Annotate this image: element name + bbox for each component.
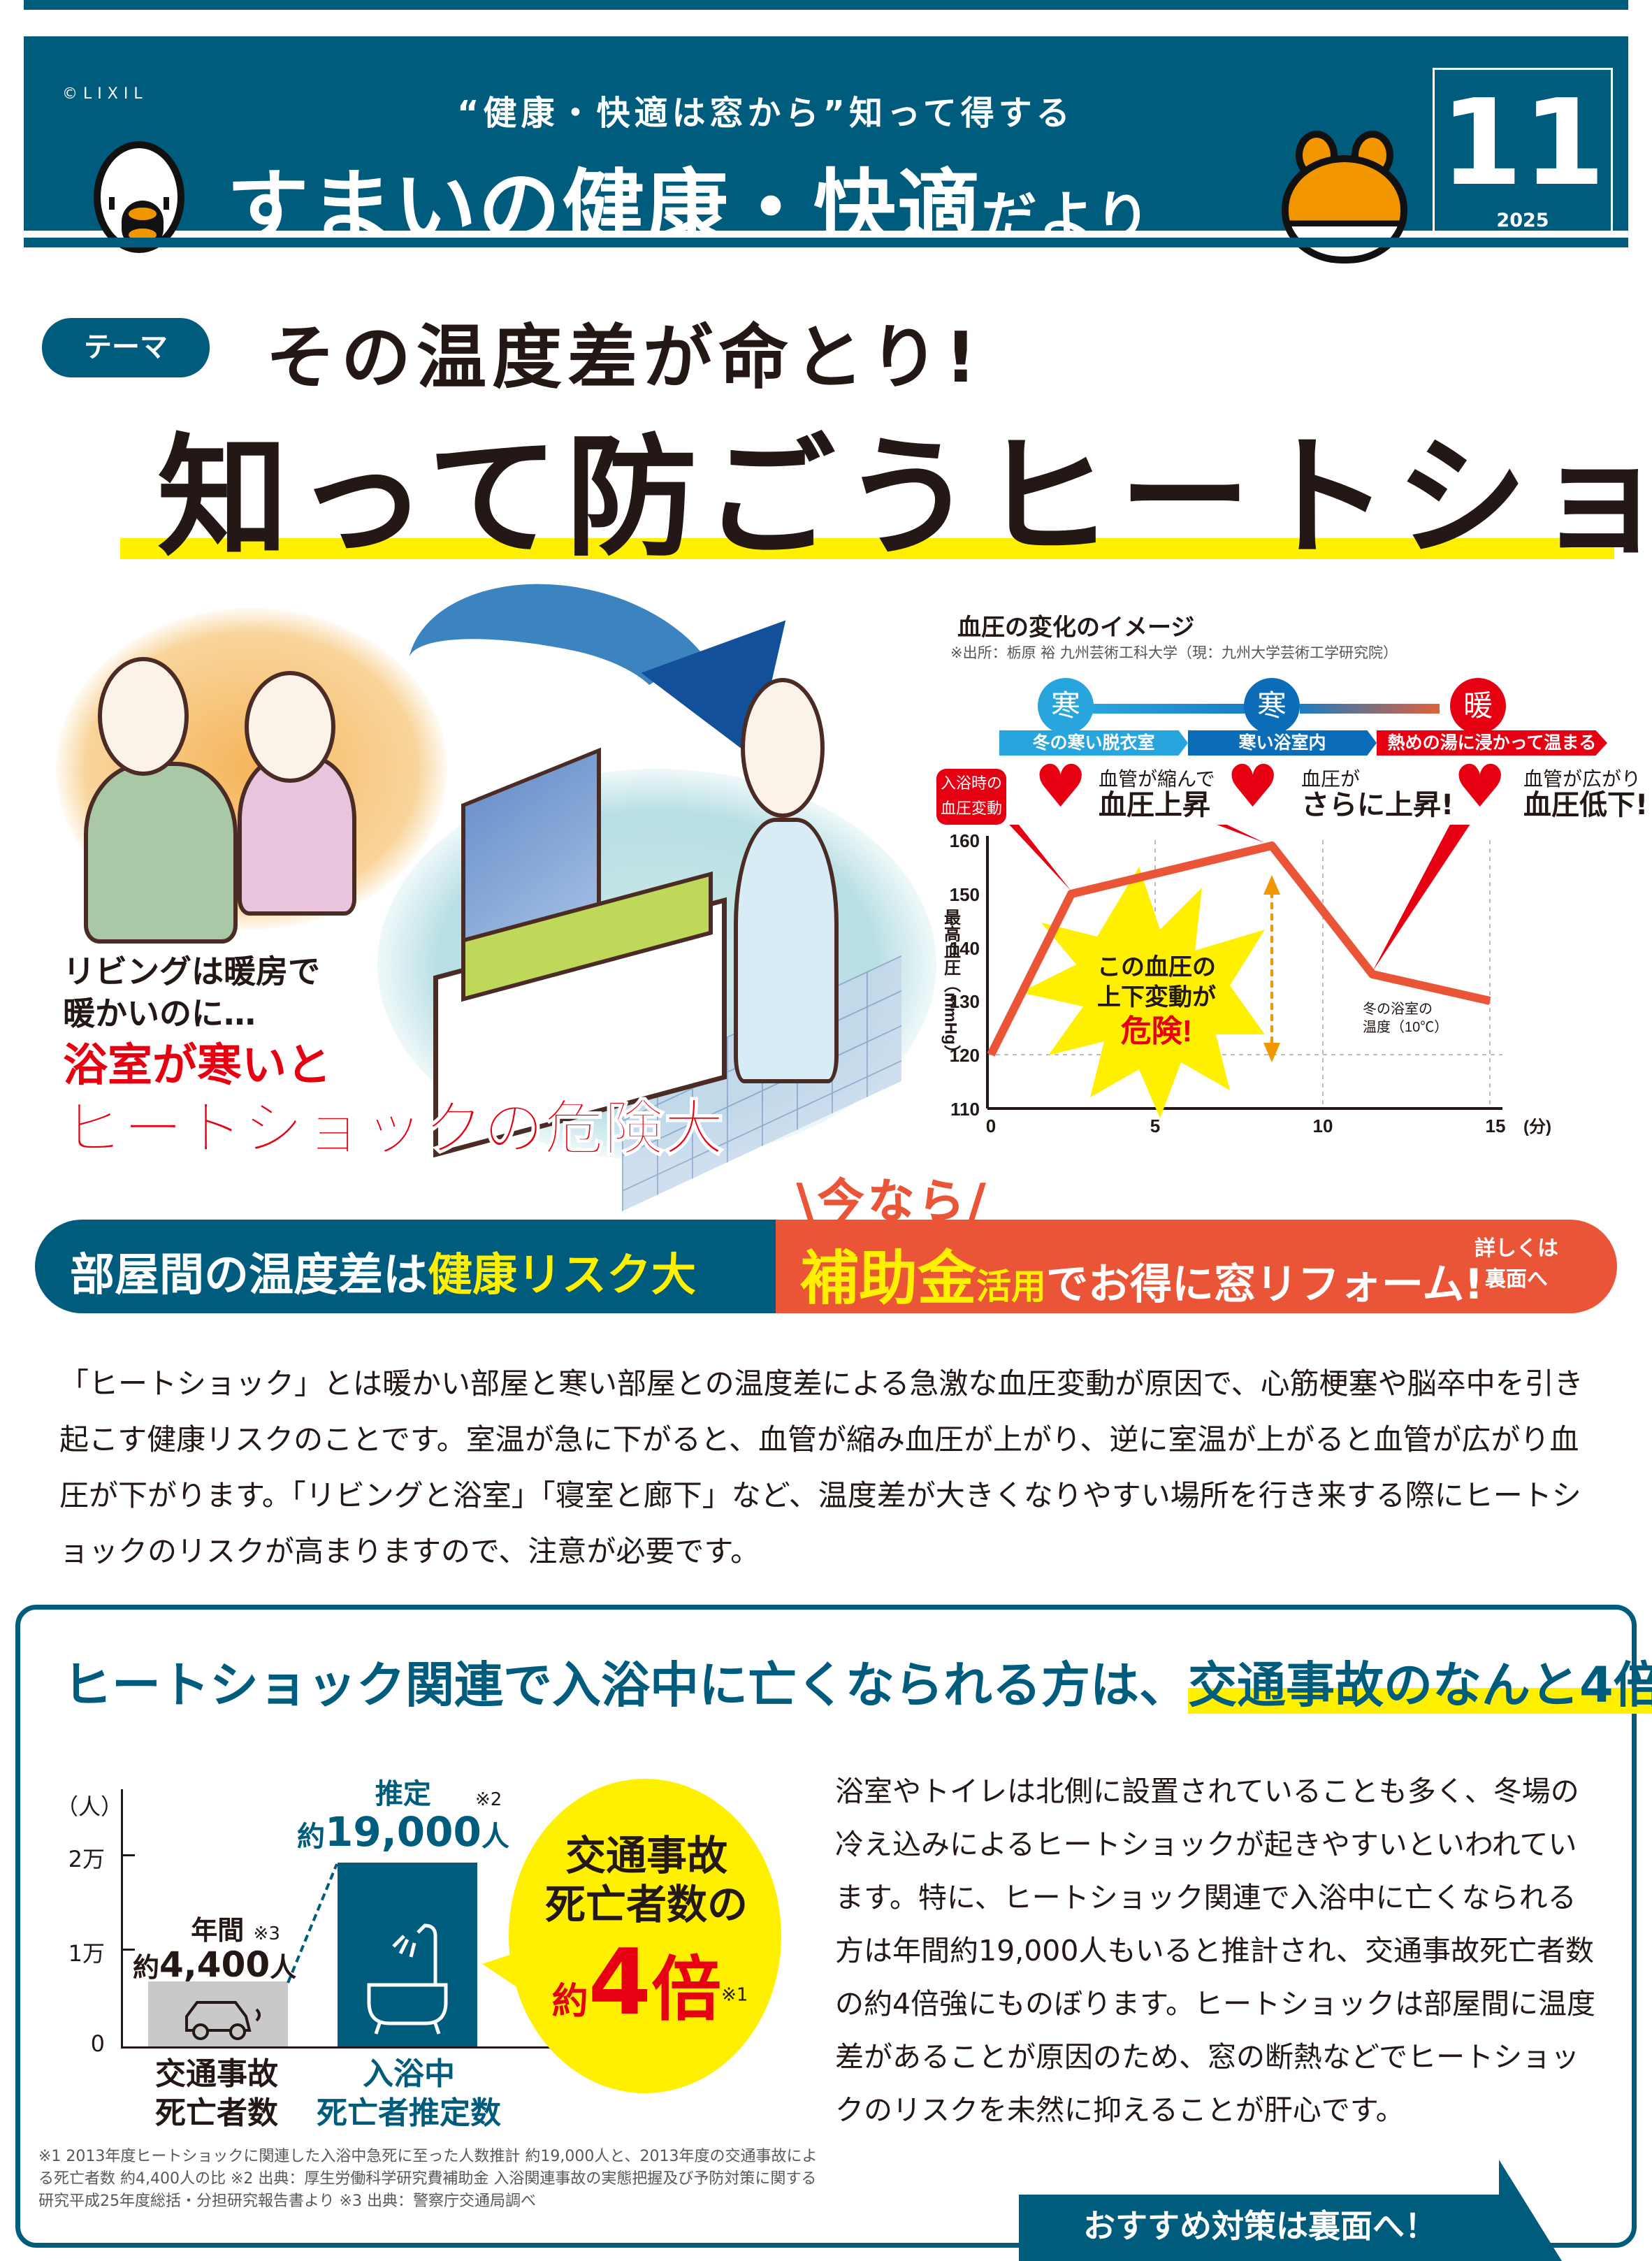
see-back-link[interactable]: 詳しくは 裏面へ [1475, 1236, 1558, 1292]
heat-shock-illustration: リビングは暖房で 暖かいのに… 浴室が寒いと ヒートショックの危険大 [42, 556, 936, 1212]
bubble-ratio: 約4倍※1 [551, 1929, 748, 2035]
footnotes: ※1 2013年度ヒートショックに関連した入浴中急死に至った人数推計 約19,0… [38, 2148, 818, 2210]
heart-pulse-icon: ♥ [1454, 752, 1507, 821]
svg-text:15: 15 [1486, 1115, 1506, 1136]
masthead: ©LIXIL “健康・快適は窓から”知って得する すまいの健康・快適だより 11… [24, 36, 1628, 263]
chart-source: ※出所：栃原 裕 九州芸術工科大学（現：九州大学芸術工学研究院） [950, 644, 1398, 661]
stage-arrow-2 [1300, 704, 1440, 714]
title-underline [120, 538, 1614, 559]
intro-paragraph: 「ヒートショック」とは暖かい部屋と寒い部屋との温度差による急激な血圧変動が原因で… [59, 1366, 1584, 1568]
elderly-man-figure [84, 762, 238, 944]
danger-burst-icon [1020, 867, 1265, 1118]
stats-heading: ヒートショック関連で入浴中に亡くなられる方は、交通事故のなんと4倍 [63, 1646, 1652, 1717]
bird-mascot-icon [94, 141, 184, 253]
traffic-bar-label: 交通事故 死亡者数 [155, 2056, 278, 2131]
heart-pulse-icon: ♥ [1034, 752, 1087, 821]
burst-line3: 危険! [1121, 1014, 1193, 1048]
header-bottom-rule [24, 238, 1628, 247]
ratio-bubble [509, 1779, 781, 2093]
bath-temp-annotation: 冬の浴室の [1363, 1001, 1433, 1017]
banner-left-text: 部屋間の温度差は健康リスク大 [70, 1250, 696, 1301]
bp-line-chart: 160 150 140 130 120 110 0 5 10 15 (分) 最高血圧（mmHg… [941, 825, 1551, 1136]
stats-paragraph: 浴室やトイレは北側に設置されていることも多く、冬場の冷え込みによるヒートショック… [835, 1775, 1595, 2127]
note-2-mark: ※2 [475, 1789, 502, 1810]
stats-panel [15, 1605, 1637, 2248]
header-top-rule [24, 0, 1628, 10]
bar-traffic-deaths [148, 1981, 288, 2046]
svg-text:0: 0 [986, 1115, 996, 1136]
y-tick-20000: 2万 [68, 1846, 105, 1872]
now-callout: \今なら/ [796, 1174, 990, 1229]
warning-line2: ヒートショックの危険大 [62, 1093, 725, 1164]
y-tick-0: 0 [90, 2030, 105, 2057]
living-caption: リビングは暖房で 暖かいのに… [63, 953, 320, 1032]
svg-text:160: 160 [950, 830, 980, 851]
bathtub-shower-icon [367, 1923, 448, 2035]
theme-label: テーマ [42, 318, 210, 377]
bar-y-axis [121, 1789, 123, 2048]
svg-text:150: 150 [950, 884, 980, 905]
connector-dashed-line [287, 1863, 338, 1984]
issue-badge: 11 2025 NOVEMBER [1433, 68, 1613, 253]
recommended-measures-link[interactable]: おすすめ対策は裏面へ！ [1019, 2195, 1501, 2261]
bp-change-label: 入浴時の血圧変動 [936, 769, 1006, 825]
elderly-woman-figure [238, 755, 356, 916]
cta-arrow-icon [1499, 2160, 1562, 2261]
bp-note-3: 血管が広がり 血圧低下! [1523, 767, 1649, 821]
page-title: 知って防ごうヒートショック [157, 421, 1652, 575]
y-tick-mark [122, 1854, 135, 1856]
stage-icon-warm: 暖 [1450, 678, 1506, 734]
y-tick-mark [122, 1949, 135, 1951]
bar-bath-deaths [338, 1863, 477, 2046]
svg-text:5: 5 [1150, 1115, 1160, 1136]
x-unit-label: (分) [1523, 1118, 1551, 1136]
elderly-woman-head [245, 671, 335, 783]
stage-arrow-1 [1090, 704, 1251, 714]
tagline: “健康・快適は窓から”知って得する [457, 94, 1074, 133]
svg-text:温度（10℃）: 温度（10℃） [1363, 1019, 1448, 1035]
svg-text:120: 120 [950, 1045, 980, 1066]
stage-icon-cold-1: 寒 [1038, 678, 1094, 734]
bubble-text: 交通事故 死亡者数の [544, 1832, 748, 1928]
stage-label-3: 熱めの湯に浸かって温まる [1377, 730, 1607, 756]
bar-x-axis [121, 2046, 568, 2049]
burst-line1: この血圧の [1097, 954, 1216, 981]
stage-label-2: 寒い浴室内 [1188, 730, 1377, 756]
issue-number: 11 [1440, 74, 1606, 212]
bath-value: 推定 約19,000人 [297, 1778, 509, 1856]
banner-right-panel [762, 1220, 1617, 1313]
copyright: ©LIXIL [62, 85, 148, 103]
bp-note-1: 血管が縮んで 血圧上昇 [1099, 767, 1215, 821]
heart-pulse-icon: ♥ [1226, 752, 1280, 821]
banner-left-panel [35, 1220, 776, 1313]
stage-icon-cold-2: 寒 [1244, 678, 1300, 734]
elderly-man-head [98, 657, 189, 776]
y-tick-10000: 1万 [68, 1940, 105, 1967]
y-axis-label: 最高血圧（mmHg） [941, 909, 961, 1062]
bath-bar-label: 入浴中 死亡者推定数 [317, 2056, 501, 2131]
stage-label-1: 冬の寒い脱衣室 [999, 730, 1188, 756]
svg-text:130: 130 [950, 991, 980, 1012]
y-unit-label: （人） [56, 1793, 124, 1820]
chart-title: 血圧の変化のイメージ [957, 614, 1195, 642]
shivering-man-head [741, 678, 825, 818]
svg-text:140: 140 [950, 938, 980, 959]
warning-line1: 浴室が寒いと [63, 1040, 331, 1092]
shivering-man-figure [734, 818, 839, 1083]
banner-right-text: 補助金活用でお得に窓リフォーム! [800, 1244, 1484, 1313]
traffic-value: 年間 ※3 約4,400人 [133, 1915, 297, 1985]
car-icon [185, 2001, 261, 2040]
svg-text:10: 10 [1313, 1115, 1333, 1136]
subsidy-banner[interactable] [35, 1220, 1617, 1313]
svg-text:110: 110 [950, 1099, 980, 1120]
page-subtitle: その温度差が命とり! [266, 317, 983, 398]
bp-series-line [987, 841, 1491, 1057]
burst-line2: 上下変動が [1097, 983, 1216, 1011]
bp-note-2: 血圧が さらに上昇! [1301, 767, 1454, 821]
